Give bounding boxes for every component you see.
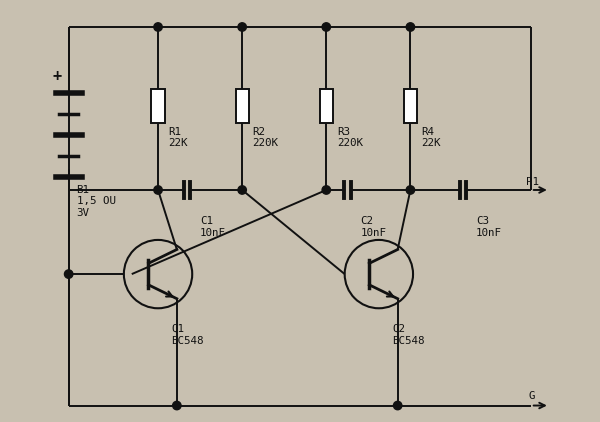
Bar	[151, 89, 164, 123]
Text: C3
10nF: C3 10nF	[476, 216, 502, 238]
Circle shape	[322, 23, 331, 31]
Bar	[236, 89, 249, 123]
Circle shape	[64, 270, 73, 278]
Circle shape	[173, 401, 181, 410]
Text: R2
220K: R2 220K	[253, 127, 278, 149]
Circle shape	[394, 401, 402, 410]
Circle shape	[154, 23, 162, 31]
Text: G: G	[529, 391, 535, 401]
Text: R3
220K: R3 220K	[337, 127, 363, 149]
Circle shape	[406, 186, 415, 194]
Text: C1
10nF: C1 10nF	[200, 216, 226, 238]
Circle shape	[154, 186, 162, 194]
Bar	[404, 89, 417, 123]
Circle shape	[406, 23, 415, 31]
Text: Q1
BC548: Q1 BC548	[171, 324, 203, 346]
Circle shape	[322, 186, 331, 194]
Text: B1
1,5 OU
3V: B1 1,5 OU 3V	[77, 185, 116, 218]
Text: P1: P1	[526, 177, 539, 187]
Text: Q2
BC548: Q2 BC548	[392, 324, 425, 346]
Text: C2
10nF: C2 10nF	[361, 216, 386, 238]
Text: R4
22K: R4 22K	[421, 127, 440, 149]
Bar	[320, 89, 333, 123]
Circle shape	[238, 186, 247, 194]
Text: +: +	[53, 70, 62, 84]
Circle shape	[238, 23, 247, 31]
Text: R1
22K: R1 22K	[169, 127, 188, 149]
